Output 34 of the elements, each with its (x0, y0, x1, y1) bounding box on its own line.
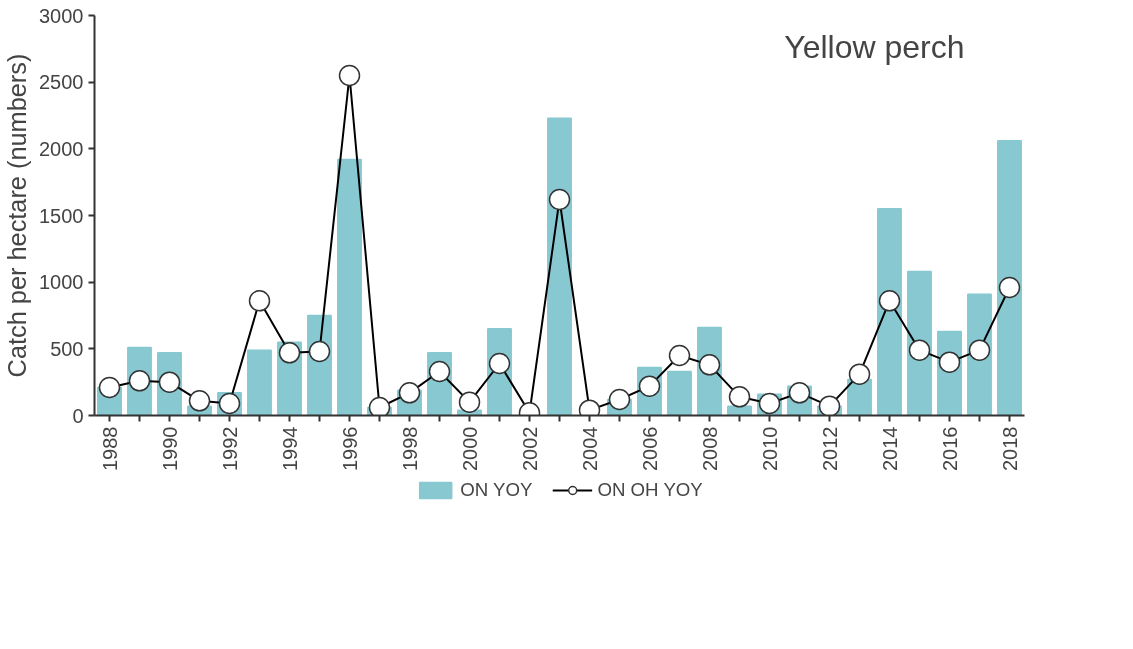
chart-title: Yellow perch (784, 28, 965, 65)
bar (337, 158, 362, 416)
legend-label: ON OH YOY (597, 479, 703, 501)
y-tick-label: 1000 (39, 271, 84, 294)
y-tick-label: 2000 (39, 137, 84, 160)
y-tick-label: 1500 (39, 204, 84, 227)
x-tick-label: 2018 (998, 426, 1021, 471)
x-tick-label: 2010 (758, 426, 781, 471)
x-tick-label: 2006 (638, 426, 661, 471)
y-tick-label: 500 (50, 337, 84, 360)
x-tick-label: 1994 (278, 426, 301, 471)
y-tick-label: 2500 (39, 71, 84, 94)
x-tick-label: 2012 (818, 426, 841, 471)
x-tick-label: 2016 (938, 426, 961, 471)
y-tick-label: 0 (72, 404, 84, 427)
bar (877, 208, 902, 416)
x-tick-label: 1988 (98, 426, 121, 471)
y-tick-label: 3000 (39, 4, 84, 27)
bar (997, 140, 1022, 416)
x-tick-label: 1998 (398, 426, 421, 471)
x-tick-label: 2004 (578, 426, 601, 471)
x-tick-label: 2008 (698, 426, 721, 471)
bar (247, 349, 272, 416)
x-tick-label: 2014 (878, 426, 901, 471)
x-tick-label: 1992 (218, 426, 241, 471)
x-tick-label: 1990 (158, 426, 181, 471)
bar (727, 405, 752, 416)
x-tick-label: 2002 (518, 426, 541, 471)
x-tick-label: 1996 (338, 426, 361, 471)
x-tick-label: 2000 (458, 426, 481, 471)
legend-label: ON YOY (460, 479, 533, 501)
y-axis-title: Catch per hectare (numbers) (3, 53, 32, 378)
bar (547, 117, 572, 416)
bar (667, 370, 692, 416)
